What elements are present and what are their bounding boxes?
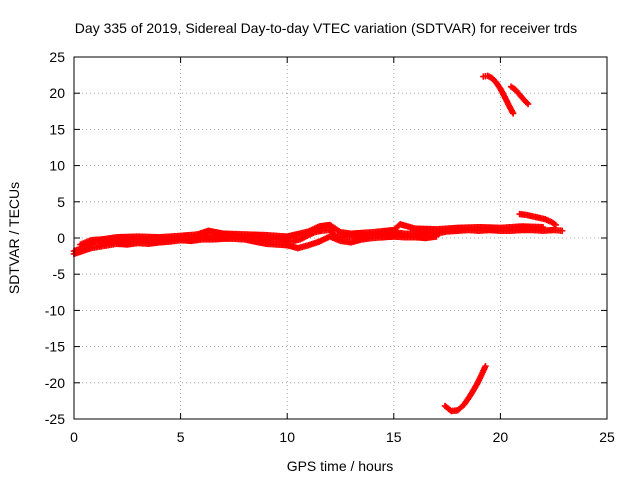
data-point [559,227,566,234]
x-tick-label: 5 [177,429,185,445]
data-point [524,100,532,108]
y-tick-label: -25 [45,411,65,427]
y-tick-label: 10 [49,158,65,174]
y-tick-label: -20 [45,375,65,391]
y-tick-label: 0 [57,230,65,246]
x-tick-label: 10 [279,429,295,445]
y-tick-label: 20 [49,85,65,101]
x-tick-label: 25 [599,429,615,445]
x-tick-label: 0 [70,429,78,445]
y-tick-label: -10 [45,302,65,318]
x-axis-label: GPS time / hours [287,458,394,474]
y-tick-label: 15 [49,121,65,137]
data-series [441,362,489,415]
data-points [70,72,566,415]
y-tick-label: 5 [57,194,65,210]
data-point [539,223,547,231]
y-tick-label: -15 [45,339,65,355]
y-axis-label: SDTVAR / TECUs [6,182,22,294]
data-series [480,72,517,117]
data-series [77,221,547,248]
data-point [482,362,489,370]
y-tick-label: -5 [53,266,66,282]
data-series [507,83,532,108]
data-point [523,99,531,107]
chart-title: Day 335 of 2019, Sidereal Day-to-day VTE… [75,20,577,36]
data-point [509,110,517,117]
x-tick-label: 15 [386,429,402,445]
y-tick-label: 25 [49,49,65,65]
axis-ticks: 0 5 10 15 20 25 -25 -20 -15 -10 -5 0 5 10 15 20 25 [45,49,615,445]
data-series [516,210,560,229]
x-tick-label: 20 [493,429,509,445]
data-point [552,221,560,229]
data-point [433,233,440,240]
data-series [70,233,440,258]
